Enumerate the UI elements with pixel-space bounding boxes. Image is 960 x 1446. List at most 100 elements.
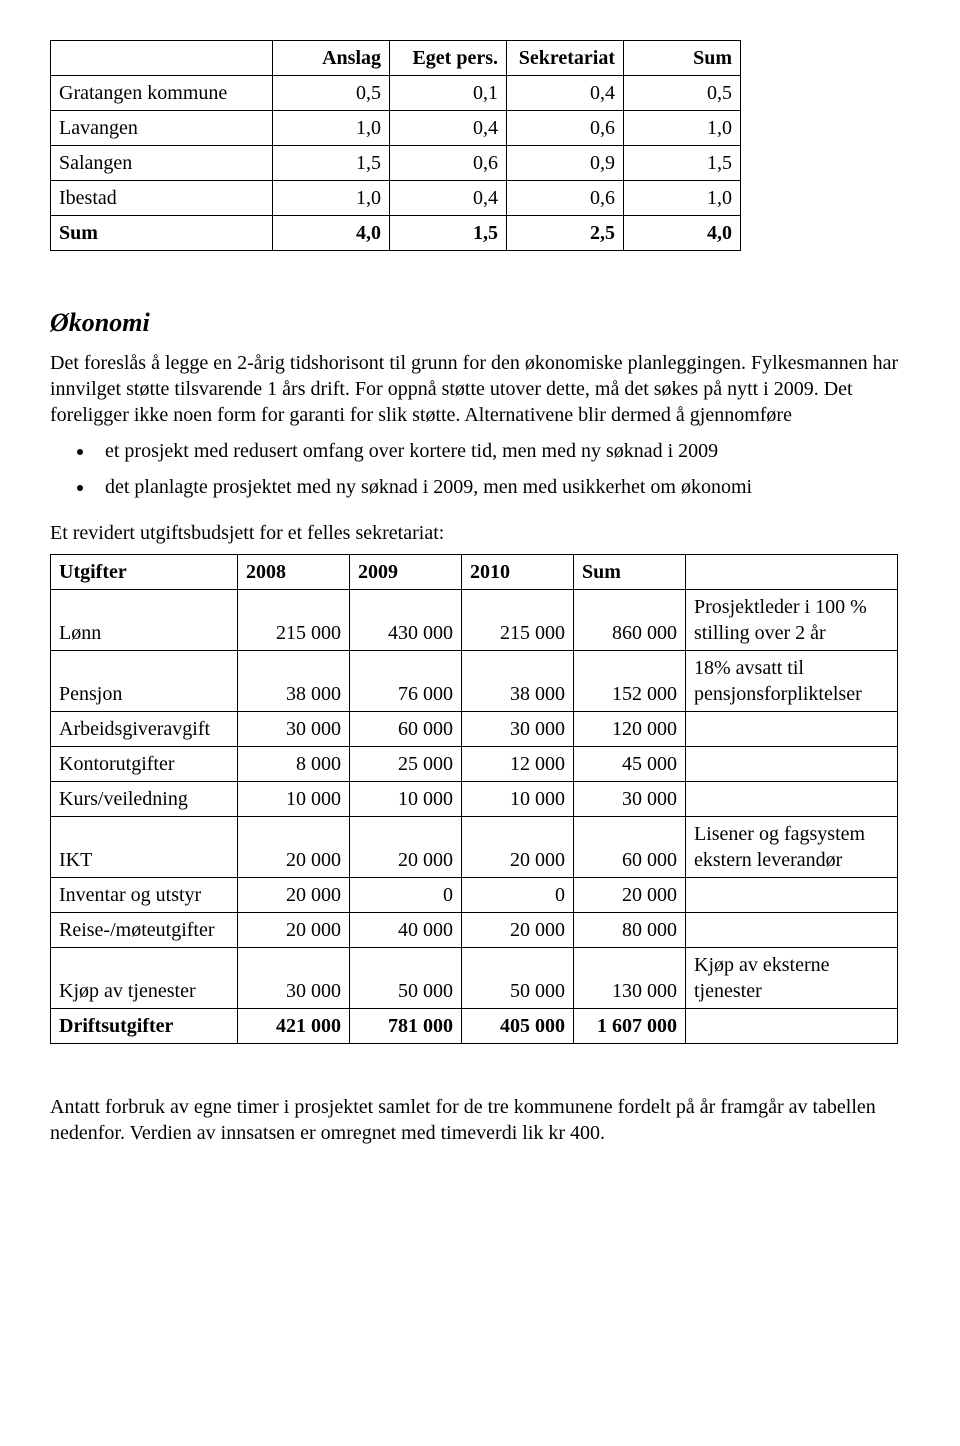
note xyxy=(686,1008,898,1043)
cell: 45 000 xyxy=(574,746,686,781)
cell: 80 000 xyxy=(574,912,686,947)
list-item: et prosjekt med redusert omfang over kor… xyxy=(95,438,910,464)
cell: 860 000 xyxy=(574,589,686,650)
note: 18% avsatt til pensjonsforpliktelser xyxy=(686,650,898,711)
cell: 1,0 xyxy=(624,181,741,216)
cell: 130 000 xyxy=(574,947,686,1008)
cell: 76 000 xyxy=(350,650,462,711)
cell: 20 000 xyxy=(574,877,686,912)
row-label: Lavangen xyxy=(51,111,273,146)
cell: 50 000 xyxy=(350,947,462,1008)
row-label: Lønn xyxy=(51,589,238,650)
table-header-row: Anslag Eget pers. Sekretariat Sum xyxy=(51,41,741,76)
sum-cell: 1,5 xyxy=(390,216,507,251)
cell: 10 000 xyxy=(462,781,574,816)
row-label: Reise-/møteutgifter xyxy=(51,912,238,947)
table-row: Lønn 215 000 430 000 215 000 860 000 Pro… xyxy=(51,589,898,650)
row-label: Inventar og utstyr xyxy=(51,877,238,912)
col-sum: Sum xyxy=(624,41,741,76)
cell: 0,1 xyxy=(390,76,507,111)
cell: 0 xyxy=(350,877,462,912)
cell: 215 000 xyxy=(238,589,350,650)
sum-cell: 405 000 xyxy=(462,1008,574,1043)
col-sekretariat: Sekretariat xyxy=(507,41,624,76)
staffing-table: Anslag Eget pers. Sekretariat Sum Gratan… xyxy=(50,40,741,251)
table-row: Inventar og utstyr 20 000 0 0 20 000 xyxy=(51,877,898,912)
note: Prosjektleder i 100 % stilling over 2 år xyxy=(686,589,898,650)
row-label: Arbeidsgiveravgift xyxy=(51,711,238,746)
cell: 25 000 xyxy=(350,746,462,781)
sum-cell: 1 607 000 xyxy=(574,1008,686,1043)
cell: 0,6 xyxy=(390,146,507,181)
note xyxy=(686,746,898,781)
cell: 152 000 xyxy=(574,650,686,711)
paragraph-budget-intro: Et revidert utgiftsbudsjett for et felle… xyxy=(50,520,910,546)
row-label: Pensjon xyxy=(51,650,238,711)
cell: 20 000 xyxy=(462,912,574,947)
cell: 1,5 xyxy=(624,146,741,181)
list-item: det planlagte prosjektet med ny søknad i… xyxy=(95,474,910,500)
paragraph-intro: Det foreslås å legge en 2-årig tidshoris… xyxy=(50,350,910,428)
col-sum: Sum xyxy=(574,554,686,589)
cell: 30 000 xyxy=(574,781,686,816)
sum-label: Sum xyxy=(51,216,273,251)
cell: 30 000 xyxy=(238,711,350,746)
cell: 60 000 xyxy=(350,711,462,746)
row-label: Kjøp av tjenester xyxy=(51,947,238,1008)
note xyxy=(686,912,898,947)
cell: 60 000 xyxy=(574,816,686,877)
table-row: Reise-/møteutgifter 20 000 40 000 20 000… xyxy=(51,912,898,947)
cell: 1,0 xyxy=(273,111,390,146)
heading-okonomi: Økonomi xyxy=(50,306,910,340)
sum-cell: 4,0 xyxy=(273,216,390,251)
table-row: Pensjon 38 000 76 000 38 000 152 000 18%… xyxy=(51,650,898,711)
cell: 20 000 xyxy=(238,816,350,877)
col-2009: 2009 xyxy=(350,554,462,589)
col-2008: 2008 xyxy=(238,554,350,589)
col-utgifter: Utgifter xyxy=(51,554,238,589)
cell: 0,6 xyxy=(507,181,624,216)
table-row: Gratangen kommune 0,5 0,1 0,4 0,5 xyxy=(51,76,741,111)
cell: 20 000 xyxy=(238,912,350,947)
cell: 1,0 xyxy=(273,181,390,216)
sum-cell: 4,0 xyxy=(624,216,741,251)
cell: 0,4 xyxy=(507,76,624,111)
note xyxy=(686,877,898,912)
note xyxy=(686,711,898,746)
table-row: Kontorutgifter 8 000 25 000 12 000 45 00… xyxy=(51,746,898,781)
paragraph-footer: Antatt forbruk av egne timer i prosjekte… xyxy=(50,1094,910,1146)
table-header-row: Utgifter 2008 2009 2010 Sum xyxy=(51,554,898,589)
row-label: Salangen xyxy=(51,146,273,181)
sum-cell: 2,5 xyxy=(507,216,624,251)
cell: 50 000 xyxy=(462,947,574,1008)
row-label: Kontorutgifter xyxy=(51,746,238,781)
cell: 38 000 xyxy=(238,650,350,711)
note: Lisener og fagsystem ekstern leverandør xyxy=(686,816,898,877)
note: Kjøp av eksterne tjenester xyxy=(686,947,898,1008)
col-anslag: Anslag xyxy=(273,41,390,76)
table-row: Kurs/veiledning 10 000 10 000 10 000 30 … xyxy=(51,781,898,816)
row-label: IKT xyxy=(51,816,238,877)
cell: 30 000 xyxy=(462,711,574,746)
table-sum-row: Sum 4,0 1,5 2,5 4,0 xyxy=(51,216,741,251)
table-row: Lavangen 1,0 0,4 0,6 1,0 xyxy=(51,111,741,146)
cell: 430 000 xyxy=(350,589,462,650)
row-label: Gratangen kommune xyxy=(51,76,273,111)
col-eget-pers: Eget pers. xyxy=(390,41,507,76)
cell: 20 000 xyxy=(350,816,462,877)
cell: 0,6 xyxy=(507,111,624,146)
cell: 0,5 xyxy=(624,76,741,111)
cell: 20 000 xyxy=(238,877,350,912)
cell: 0 xyxy=(462,877,574,912)
table-row: IKT 20 000 20 000 20 000 60 000 Lisener … xyxy=(51,816,898,877)
cell: 1,0 xyxy=(624,111,741,146)
cell: 30 000 xyxy=(238,947,350,1008)
cell: 10 000 xyxy=(238,781,350,816)
cell: 0,4 xyxy=(390,111,507,146)
cell: 215 000 xyxy=(462,589,574,650)
table-row: Ibestad 1,0 0,4 0,6 1,0 xyxy=(51,181,741,216)
bullet-list: et prosjekt med redusert omfang over kor… xyxy=(50,438,910,500)
table-row: Kjøp av tjenester 30 000 50 000 50 000 1… xyxy=(51,947,898,1008)
table-row: Arbeidsgiveravgift 30 000 60 000 30 000 … xyxy=(51,711,898,746)
cell: 8 000 xyxy=(238,746,350,781)
